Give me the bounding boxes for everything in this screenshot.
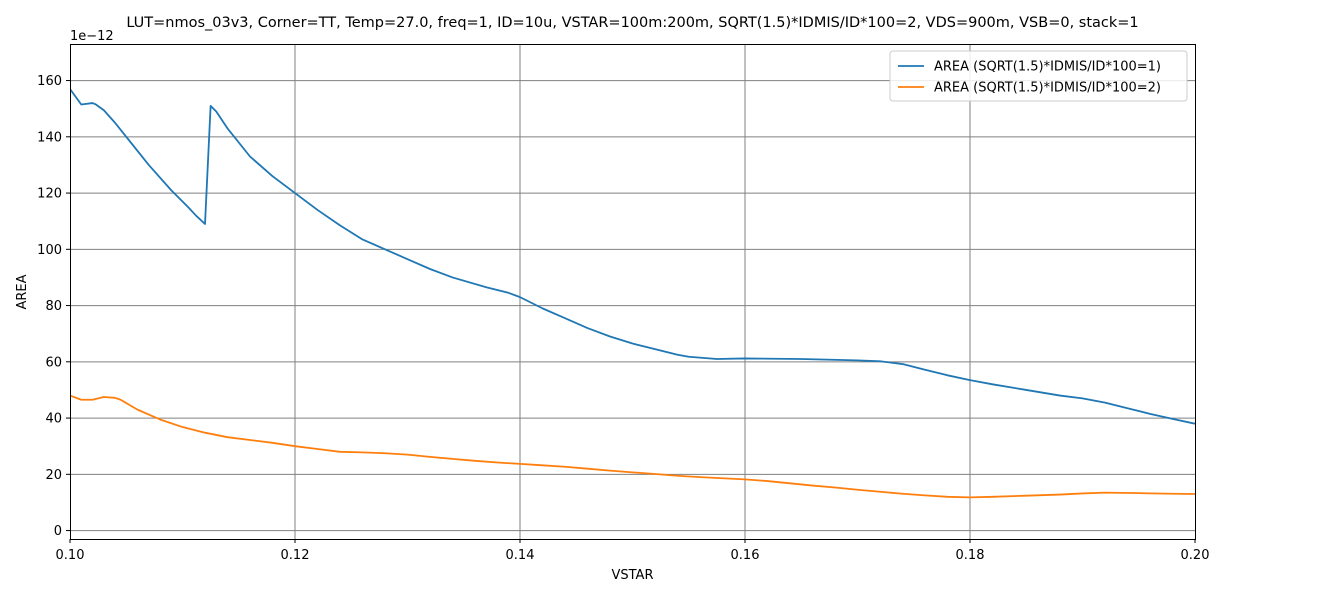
y-tick-label: 20 bbox=[45, 468, 62, 483]
y-tick-label: 120 bbox=[37, 187, 62, 202]
y-tick-label: 80 bbox=[45, 299, 62, 314]
x-tick-label: 0.14 bbox=[506, 548, 535, 563]
series-line-2 bbox=[70, 394, 1195, 499]
y-axis: 0 20 40 60 80 100 120 140 160 bbox=[37, 74, 70, 539]
x-tick-label: 0.18 bbox=[956, 548, 985, 563]
x-axis-label: VSTAR bbox=[611, 568, 653, 583]
y-offset-text: 1e−12 bbox=[70, 29, 114, 44]
plot-frame bbox=[70, 44, 1196, 540]
grid bbox=[70, 44, 1195, 539]
x-tick-label: 0.12 bbox=[281, 548, 310, 563]
x-tick-label: 0.20 bbox=[1181, 548, 1210, 563]
x-tick-label: 0.16 bbox=[731, 548, 760, 563]
legend-box bbox=[889, 50, 1188, 102]
plot-area bbox=[70, 88, 1195, 499]
legend-label: AREA (SQRT(1.5)*IDMIS/ID*100=2) bbox=[934, 81, 1161, 96]
y-tick-label: 60 bbox=[45, 355, 62, 370]
y-axis-label: AREA bbox=[15, 274, 30, 309]
chart-title: LUT=nmos_03v3, Corner=TT, Temp=27.0, fre… bbox=[126, 15, 1138, 31]
y-tick-label: 140 bbox=[37, 130, 62, 145]
x-tick-label: 0.10 bbox=[56, 548, 85, 563]
y-tick-label: 0 bbox=[54, 524, 62, 539]
series-line-1 bbox=[70, 88, 1195, 425]
y-tick-label: 100 bbox=[37, 243, 62, 258]
legend-label: AREA (SQRT(1.5)*IDMIS/ID*100=1) bbox=[934, 60, 1161, 75]
legend: AREA (SQRT(1.5)*IDMIS/ID*100=1) AREA (SQR… bbox=[889, 50, 1188, 102]
y-tick-label: 40 bbox=[45, 412, 62, 427]
x-axis: 0.10 0.12 0.14 0.16 0.18 0.20 bbox=[56, 539, 1210, 563]
y-tick-label: 160 bbox=[37, 74, 62, 89]
